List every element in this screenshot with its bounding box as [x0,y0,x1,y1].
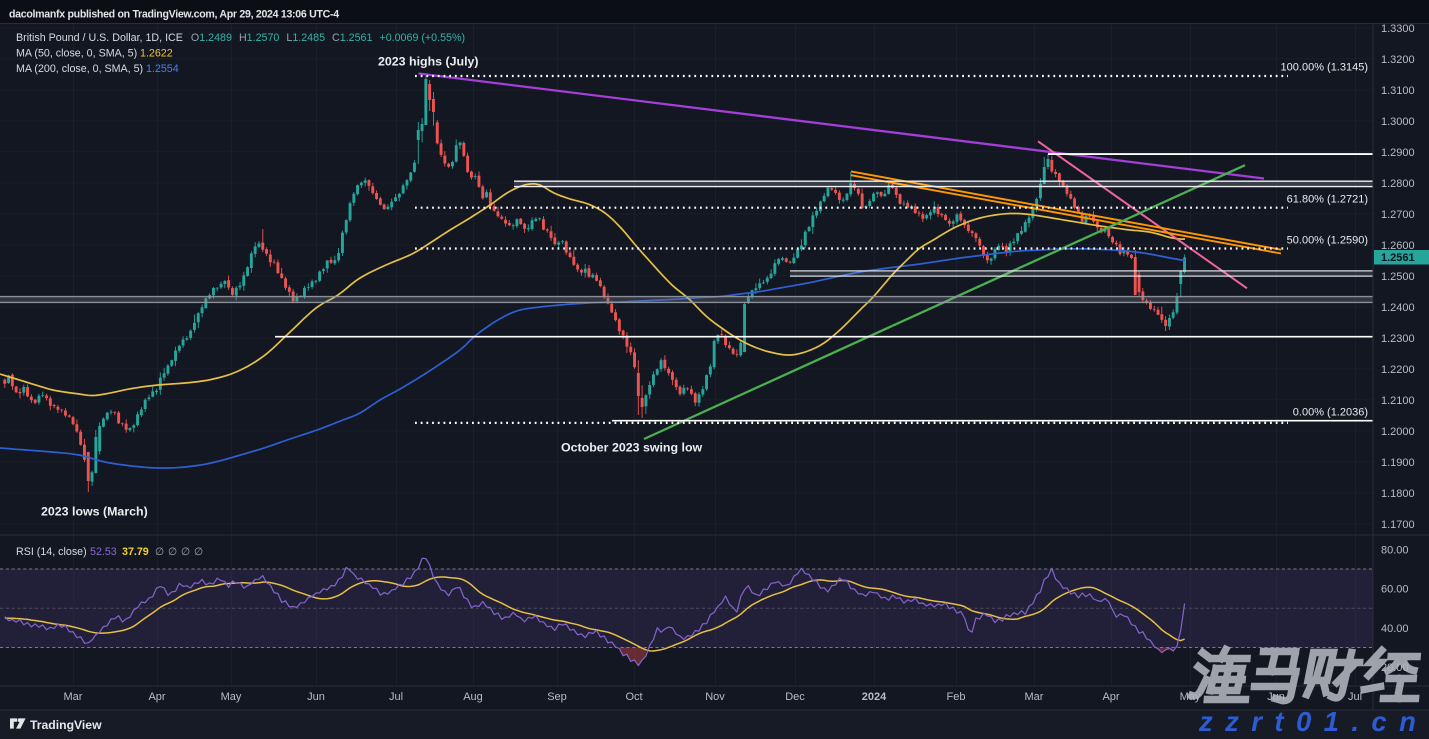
svg-text:Jun: Jun [307,691,325,703]
svg-text:1.1800: 1.1800 [1381,488,1415,500]
svg-text:∅: ∅ [168,546,177,558]
svg-text:61.80% (1.2721): 61.80% (1.2721) [1287,194,1368,206]
svg-text:2024: 2024 [862,691,887,703]
svg-text:100.00% (1.3145): 100.00% (1.3145) [1281,62,1368,74]
svg-text:∅: ∅ [155,546,164,558]
svg-text:1.2400: 1.2400 [1381,302,1415,314]
svg-text:1.2500: 1.2500 [1381,271,1415,283]
svg-text:October 2023 swing low: October 2023 swing low [561,441,703,455]
svg-text:∅: ∅ [194,546,203,558]
svg-text:1.2622: 1.2622 [140,48,173,60]
svg-text:May: May [221,691,242,703]
svg-text:52.53: 52.53 [90,546,117,558]
svg-text:Apr: Apr [148,691,165,703]
svg-text:Feb: Feb [947,691,966,703]
svg-text:zzrt01.cn: zzrt01.cn [1198,706,1428,737]
svg-text:60.00: 60.00 [1381,584,1409,596]
svg-text:1.3300: 1.3300 [1381,23,1415,35]
svg-text:1.2600: 1.2600 [1381,240,1415,252]
svg-text:1.2300: 1.2300 [1381,333,1415,345]
svg-text:∅: ∅ [181,546,190,558]
svg-text:RSI (14, close): RSI (14, close) [16,546,87,558]
svg-text:Nov: Nov [705,691,725,703]
svg-text:40.00: 40.00 [1381,623,1409,635]
svg-text:Mar: Mar [64,691,83,703]
svg-text:Aug: Aug [463,691,483,703]
svg-text:1.1900: 1.1900 [1381,457,1415,469]
svg-text:37.79: 37.79 [122,546,149,558]
svg-text:Jul: Jul [1348,691,1362,703]
svg-text:Sep: Sep [547,691,567,703]
svg-text:1.3100: 1.3100 [1381,85,1415,97]
svg-text:1.2000: 1.2000 [1381,426,1415,438]
svg-text:1.2900: 1.2900 [1381,147,1415,159]
svg-text:MA (50, close, 0, SMA, 5): MA (50, close, 0, SMA, 5) [16,48,137,60]
svg-text:MA (200, close, 0, SMA, 5): MA (200, close, 0, SMA, 5) [16,63,143,75]
svg-text:Mar: Mar [1025,691,1044,703]
svg-text:1.2561: 1.2561 [1381,252,1415,264]
svg-text:Dec: Dec [785,691,805,703]
svg-text:1.2200: 1.2200 [1381,364,1415,376]
svg-text:TradingView: TradingView [30,718,102,732]
svg-text:1.2800: 1.2800 [1381,178,1415,190]
svg-text:80.00: 80.00 [1381,544,1409,556]
svg-text:Oct: Oct [625,691,642,703]
svg-text:Jul: Jul [389,691,403,703]
svg-text:1.2554: 1.2554 [146,63,179,75]
svg-text:dacolmanfx published on Tradin: dacolmanfx published on TradingView.com,… [9,9,339,21]
svg-text:0.00% (1.2036): 0.00% (1.2036) [1293,407,1368,419]
svg-text:1.2700: 1.2700 [1381,209,1415,221]
svg-text:2023 highs (July): 2023 highs (July) [378,55,479,69]
svg-text:2023 lows (March): 2023 lows (March) [41,505,148,519]
svg-text:1.3000: 1.3000 [1381,116,1415,128]
svg-text:1.3200: 1.3200 [1381,54,1415,66]
svg-text:50.00% (1.2590): 50.00% (1.2590) [1287,235,1368,247]
svg-text:Apr: Apr [1102,691,1119,703]
svg-text:1.1700: 1.1700 [1381,519,1415,531]
svg-text:1.2100: 1.2100 [1381,395,1415,407]
svg-text:British Pound / U.S. Dollar, 1: British Pound / U.S. Dollar, 1D, ICE O1.2… [16,32,465,44]
